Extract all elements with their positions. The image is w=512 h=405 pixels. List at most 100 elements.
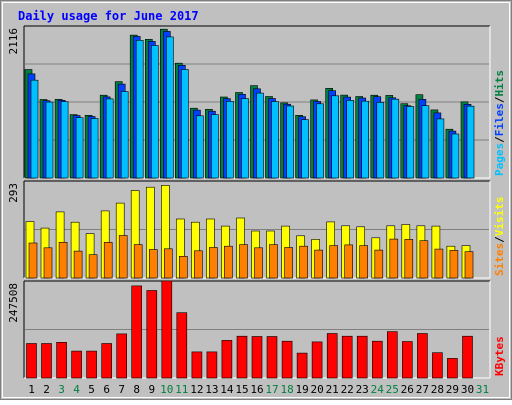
- bar-kbytes-day-24: [371, 340, 383, 379]
- bar-sites-day-12: [194, 250, 203, 279]
- bar-kbytes-day-8: [131, 285, 142, 379]
- bar-sites-day-7: [118, 235, 128, 279]
- bar-sites-day-22: [344, 244, 354, 279]
- bar-kbytes-day-4: [71, 350, 82, 379]
- bar-kbytes-day-23: [356, 335, 368, 379]
- bar-kbytes-day-30: [462, 335, 473, 379]
- x-tick-label-day-1: 1: [28, 383, 35, 396]
- bar-kbytes-day-6: [101, 343, 112, 379]
- bar-kbytes-day-22: [341, 335, 353, 379]
- bar-sites-day-25: [389, 238, 399, 279]
- bar-pages-day-26: [406, 106, 415, 179]
- bar-sites-day-17: [269, 244, 278, 279]
- x-axis-day-labels: 1 2 3 4 5 6 7 8 9 10 11 12 13 14 15 16 17 18 19 20 21 22 23 24 2…: [28, 383, 489, 396]
- chart-panels: 2116Pages/Files/Hits293Sites/Visits24750…: [7, 25, 506, 379]
- bar-pages-day-17: [271, 101, 279, 179]
- x-tick-label-day-8: 8: [133, 383, 140, 396]
- bar-kbytes-day-3: [56, 341, 67, 379]
- bar-pages-day-18: [286, 105, 294, 179]
- inner-frame: [2, 2, 510, 398]
- legend-sites: Sites: [493, 243, 506, 276]
- bar-sites-day-5: [88, 254, 98, 279]
- bar-pages-day-22: [346, 100, 355, 179]
- bar-pages-day-15: [241, 98, 249, 179]
- x-tick-label-day-2: 2: [43, 383, 50, 396]
- panel-kbytes: 247508 KBytes: [7, 280, 506, 379]
- bar-pages-day-28: [436, 118, 445, 179]
- bar-sites-day-30: [464, 251, 474, 279]
- x-tick-label-day-18: 18: [280, 383, 293, 396]
- bar-pages-day-16: [256, 92, 264, 179]
- x-tick-label-day-9: 9: [148, 383, 155, 396]
- x-tick-label-day-14: 14: [220, 383, 234, 396]
- bar-sites-day-11: [179, 255, 188, 279]
- bar-pages-day-23: [361, 100, 370, 179]
- bar-pages-day-20: [316, 103, 324, 179]
- bar-sites-day-21: [329, 245, 339, 279]
- legend-hits: Hits: [493, 70, 506, 97]
- panel-visits-sites: 293 Sites/Visits: [7, 180, 506, 279]
- x-tick-label-day-25: 25: [386, 383, 399, 396]
- bar-kbytes-day-14: [221, 340, 233, 379]
- bar-kbytes-day-13: [206, 351, 218, 379]
- bar-kbytes-day-9: [146, 290, 158, 379]
- chart-title: Daily usage for June 2017: [18, 9, 199, 23]
- bar-pages-day-9: [151, 45, 159, 179]
- legend-pages: Pages: [493, 143, 506, 176]
- bar-sites-day-1: [28, 242, 38, 279]
- bar-sites-day-15: [239, 244, 248, 279]
- bar-sites-day-6: [103, 242, 113, 279]
- x-tick-label-day-7: 7: [118, 383, 125, 396]
- bar-sites-day-29: [449, 250, 459, 279]
- bar-kbytes-day-10: [161, 280, 173, 379]
- bar-pages-day-6: [105, 98, 114, 179]
- bar-sites-day-19: [299, 245, 308, 279]
- x-tick-label-day-28: 28: [431, 383, 444, 396]
- bar-sites-day-16: [254, 247, 263, 279]
- bar-kbytes-day-15: [236, 335, 248, 379]
- bar-sites-day-9: [149, 249, 158, 279]
- bar-pages-day-27: [421, 105, 430, 179]
- bar-pages-day-4: [75, 117, 84, 179]
- x-tick-label-day-17: 17: [265, 383, 278, 396]
- y-axis-max-label: 2116: [7, 28, 20, 55]
- x-tick-label-day-13: 13: [205, 383, 218, 396]
- bar-pages-day-10: [166, 36, 174, 179]
- bar-sites-day-24: [374, 249, 384, 279]
- bar-kbytes-day-21: [326, 333, 338, 379]
- bar-kbytes-day-12: [191, 351, 203, 379]
- bar-sites-day-26: [404, 239, 414, 279]
- x-tick-label-day-26: 26: [401, 383, 414, 396]
- legend-kbytes: KBytes: [493, 336, 506, 376]
- bar-sites-day-4: [73, 250, 83, 279]
- bar-sites-day-18: [284, 247, 293, 279]
- bar-sites-day-3: [58, 242, 68, 279]
- x-tick-label-day-4: 4: [73, 383, 80, 396]
- legend-separator: /: [493, 236, 506, 243]
- bar-pages-day-2: [45, 101, 54, 179]
- bar-pages-day-5: [90, 118, 99, 179]
- legend-kbytes: KBytes: [493, 336, 506, 376]
- y-axis-max-label: 247508: [7, 283, 20, 323]
- bar-kbytes-day-18: [281, 340, 293, 379]
- bar-kbytes-day-29: [447, 358, 458, 379]
- bar-pages-day-30: [466, 105, 475, 179]
- x-tick-label-day-3: 3: [58, 383, 65, 396]
- x-tick-label-day-16: 16: [250, 383, 263, 396]
- legend-separator: /: [493, 96, 506, 103]
- x-tick-label-day-23: 23: [356, 383, 369, 396]
- bar-pages-day-24: [376, 102, 385, 179]
- x-tick-label-day-19: 19: [295, 383, 308, 396]
- bar-sites-day-20: [314, 249, 323, 279]
- bar-pages-day-25: [391, 98, 400, 179]
- x-tick-label-day-5: 5: [88, 383, 95, 396]
- legend-visits-sites: Sites/Visits: [493, 197, 506, 277]
- bar-pages-day-13: [211, 114, 219, 179]
- y-axis-max-label: 293: [7, 183, 20, 203]
- x-tick-label-day-22: 22: [341, 383, 354, 396]
- bar-kbytes-day-5: [86, 350, 97, 379]
- bar-pages-day-7: [120, 91, 129, 179]
- bar-pages-day-1: [30, 79, 39, 179]
